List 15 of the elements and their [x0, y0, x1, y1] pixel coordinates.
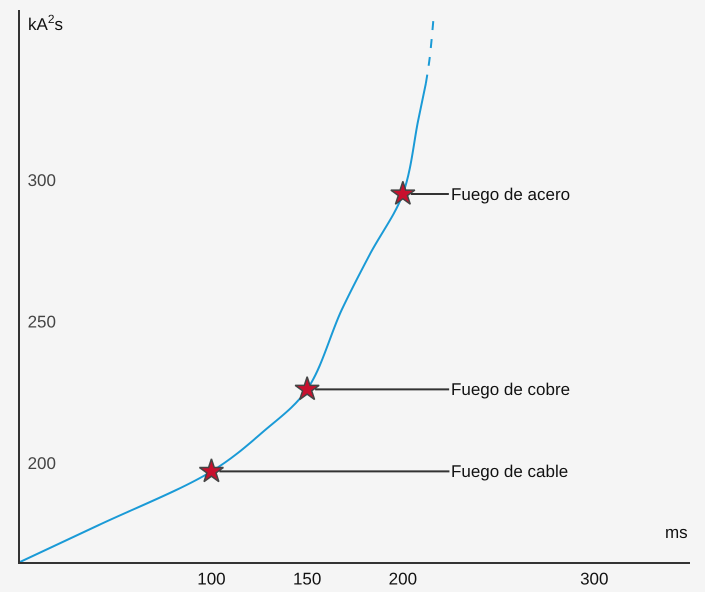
y-tick-label: 200 — [28, 454, 56, 473]
annotation: Fuego de cable — [451, 462, 568, 481]
y-tick-label: 250 — [28, 312, 56, 332]
annotation: Fuego de acero — [451, 185, 570, 204]
x-tick-label: 100 — [197, 569, 226, 588]
annotation: Fuego de cobre — [451, 380, 570, 399]
x-axis-title: ms — [665, 523, 688, 542]
y-tick-label: 300 — [28, 170, 56, 190]
point — [390, 180, 416, 205]
x-tick-label: 200 — [388, 569, 418, 588]
x-tick-label: 300 — [580, 569, 608, 588]
x-tick-label: 150 — [292, 569, 322, 588]
y-axis-title: kA$^{2}$s — [28, 12, 63, 34]
point — [198, 458, 224, 482]
point — [294, 376, 320, 400]
